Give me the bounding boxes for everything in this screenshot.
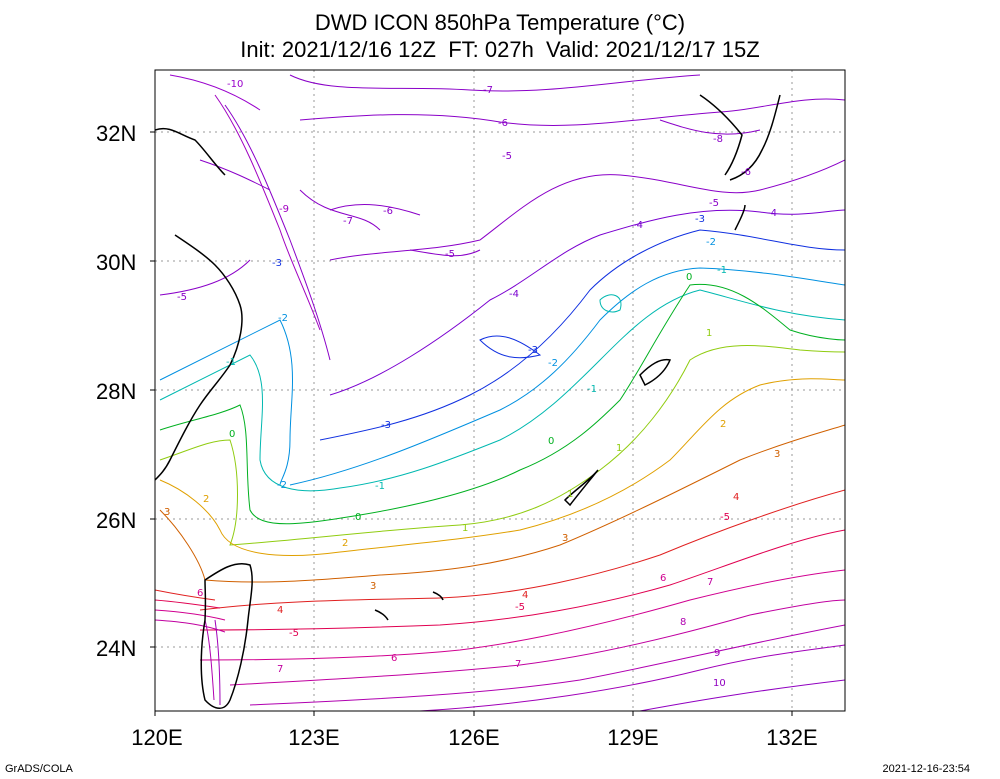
isotherm-6 [199, 569, 845, 661]
graticule [155, 70, 845, 711]
isotherm-neg3 [319, 229, 845, 441]
isotherm-neg9 [214, 94, 321, 331]
svg-text:7: 7 [277, 664, 283, 675]
svg-text:-5: -5 [502, 151, 512, 162]
svg-text:3: 3 [774, 449, 780, 460]
svg-text:4: 4 [277, 605, 283, 616]
isotherm-5 [199, 529, 845, 631]
svg-text:-9: -9 [279, 204, 289, 215]
svg-text:-1: -1 [717, 265, 727, 276]
svg-text:-5: -5 [445, 249, 455, 260]
svg-text:1: 1 [706, 328, 712, 339]
svg-text:-3: -3 [272, 258, 282, 269]
svg-text:1: 1 [567, 489, 573, 500]
svg-text:0: 0 [229, 429, 235, 440]
isotherm-0 [159, 283, 845, 525]
lat-label-26n: 26N [96, 508, 137, 533]
svg-text:-3: -3 [695, 214, 705, 225]
isotherm-neg7 [289, 74, 701, 231]
isotherm-1 [159, 345, 845, 546]
svg-text:-7: -7 [483, 85, 493, 96]
svg-text:3: 3 [562, 533, 568, 544]
svg-text:-4: -4 [633, 220, 643, 231]
isotherm-2 [159, 378, 845, 556]
isotherm-4 [199, 489, 845, 611]
lon-label-126e: 126E [448, 725, 500, 750]
generation-timestamp: 2021-12-16-23:54 [882, 763, 970, 775]
svg-text:2: 2 [203, 494, 209, 505]
isotherm-7 [229, 599, 845, 686]
svg-text:-6: -6 [498, 118, 508, 129]
svg-text:-3: -3 [528, 345, 538, 356]
isotherm-neg4 [329, 209, 845, 396]
svg-text:0: 0 [355, 512, 361, 523]
svg-text:-4: -4 [509, 289, 519, 300]
svg-text:-5: -5 [177, 292, 187, 303]
svg-text:-1: -1 [226, 357, 236, 368]
isotherm-neg5 [159, 159, 845, 296]
svg-text:-5: -5 [709, 198, 719, 209]
svg-text:-10: -10 [227, 79, 243, 90]
isotherm-9 [419, 644, 845, 711]
lon-label-132e: 132E [766, 725, 818, 750]
svg-text:4: 4 [733, 492, 739, 503]
isotherm-neg1 [159, 289, 845, 492]
lat-label-32n: 32N [96, 121, 137, 146]
contour-labels: -10 -9 -8 -7 -7 -6 -6 -6 -5 -5 -5 -5 -4 … [164, 79, 780, 689]
svg-text:1: 1 [462, 523, 468, 534]
isotherm-neg10 [169, 74, 261, 111]
svg-text:-2: -2 [706, 237, 716, 248]
svg-text:-5: -5 [720, 512, 730, 523]
svg-text:-8: -8 [713, 134, 723, 145]
svg-text:2: 2 [342, 538, 348, 549]
lon-label-120e: 120E [131, 725, 183, 750]
svg-text:-3: -3 [381, 420, 391, 431]
svg-text:-2: -2 [278, 313, 288, 324]
isotherm-neg2 [159, 267, 845, 486]
svg-text:10: 10 [713, 678, 726, 689]
svg-text:3: 3 [164, 507, 170, 518]
lat-label-30n: 30N [96, 250, 137, 275]
svg-text:-2: -2 [277, 480, 287, 491]
svg-text:2: 2 [720, 419, 726, 430]
isotherm-10 [639, 679, 845, 711]
map-title: DWD ICON 850hPa Temperature (°C) [314, 10, 686, 35]
svg-text:7: 7 [707, 577, 713, 588]
svg-text:8: 8 [680, 617, 686, 628]
svg-text:-1: -1 [375, 481, 385, 492]
lat-label-24n: 24N [96, 636, 137, 661]
svg-text:-5: -5 [289, 628, 299, 639]
svg-text:3: 3 [370, 581, 376, 592]
isotherm-neg8 [224, 104, 761, 361]
isotherm-8 [249, 624, 845, 706]
svg-text:6: 6 [391, 653, 397, 664]
svg-text:6: 6 [197, 588, 203, 599]
svg-text:1: 1 [616, 443, 622, 454]
svg-text:-4: -4 [767, 208, 777, 219]
svg-text:-7: -7 [343, 216, 353, 227]
svg-text:-5: -5 [515, 602, 525, 613]
isotherm-3 [159, 424, 845, 583]
taiwan-gradient-cluster [155, 589, 226, 706]
svg-text:7: 7 [515, 659, 521, 670]
software-credit: GrADS/COLA [5, 763, 73, 775]
lat-label-28n: 28N [96, 379, 137, 404]
axis-ticks [150, 131, 793, 716]
svg-text:6: 6 [660, 573, 666, 584]
map-subtitle: Init: 2021/12/16 12Z FT: 027h Valid: 202… [240, 37, 760, 62]
coastlines [155, 94, 781, 709]
svg-text:4: 4 [522, 590, 528, 601]
svg-text:0: 0 [548, 436, 554, 447]
svg-text:-2: -2 [548, 358, 558, 369]
svg-text:-6: -6 [383, 206, 393, 217]
svg-text:9: 9 [714, 648, 720, 659]
svg-text:-1: -1 [587, 384, 597, 395]
svg-text:-6: -6 [741, 167, 751, 178]
lon-label-129e: 129E [607, 725, 659, 750]
lon-label-123e: 123E [288, 725, 340, 750]
svg-text:0: 0 [686, 272, 692, 283]
isotherm-neg6 [199, 98, 845, 216]
